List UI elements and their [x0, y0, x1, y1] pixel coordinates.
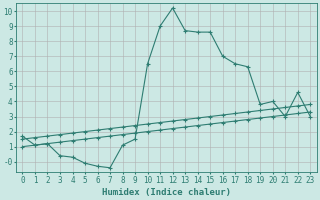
X-axis label: Humidex (Indice chaleur): Humidex (Indice chaleur) — [102, 188, 231, 197]
